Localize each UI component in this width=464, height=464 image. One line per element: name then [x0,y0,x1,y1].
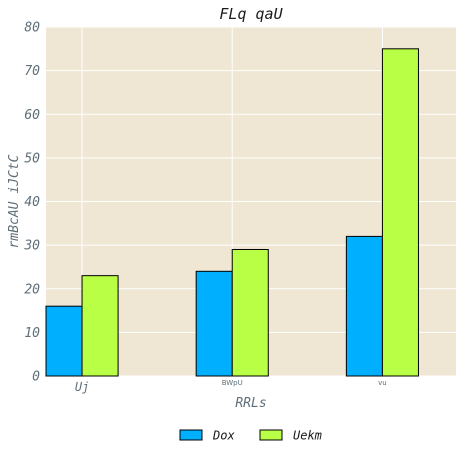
y-tick-label: 30 [23,239,40,254]
y-tick-label: 50 [24,151,40,166]
x-tick-label: Uj [75,380,89,394]
legend-swatch-uekm [259,429,283,441]
y-tick-label: 20 [24,282,40,297]
bar-uekm-vu [381,48,419,377]
x-axis-label: RRLs [235,396,266,411]
bar-dox-bwpu [195,270,233,377]
bar-uekm-bwpu [231,248,269,377]
bar-dox-vu [345,235,383,377]
bar-uekm-uj [81,275,119,377]
y-axis-label: rmBcAU iJCtC [7,154,22,248]
legend-swatch-dox [179,429,203,441]
bar-dox-uj [45,305,83,377]
y-tick-label: 10 [24,326,40,341]
y-axis-ticks: 0 10 20 30 40 50 60 70 80 [23,21,40,385]
x-tick-label: BWpU [222,379,243,387]
bars [45,48,419,377]
legend: Dox Uekm [179,429,322,443]
x-axis-ticks: Uj BWpU vu [75,379,387,394]
y-tick-label: 70 [24,64,40,79]
chart-title: FLq qaU [219,5,283,23]
y-tick-label: 60 [24,108,40,123]
legend-label-dox: Dox [212,429,235,443]
y-tick-label: 0 [32,370,40,385]
y-tick-label: 80 [24,21,40,36]
x-tick-label: vu [378,379,387,387]
legend-label-uekm: Uekm [293,429,322,443]
y-tick-label: 40 [24,195,40,210]
